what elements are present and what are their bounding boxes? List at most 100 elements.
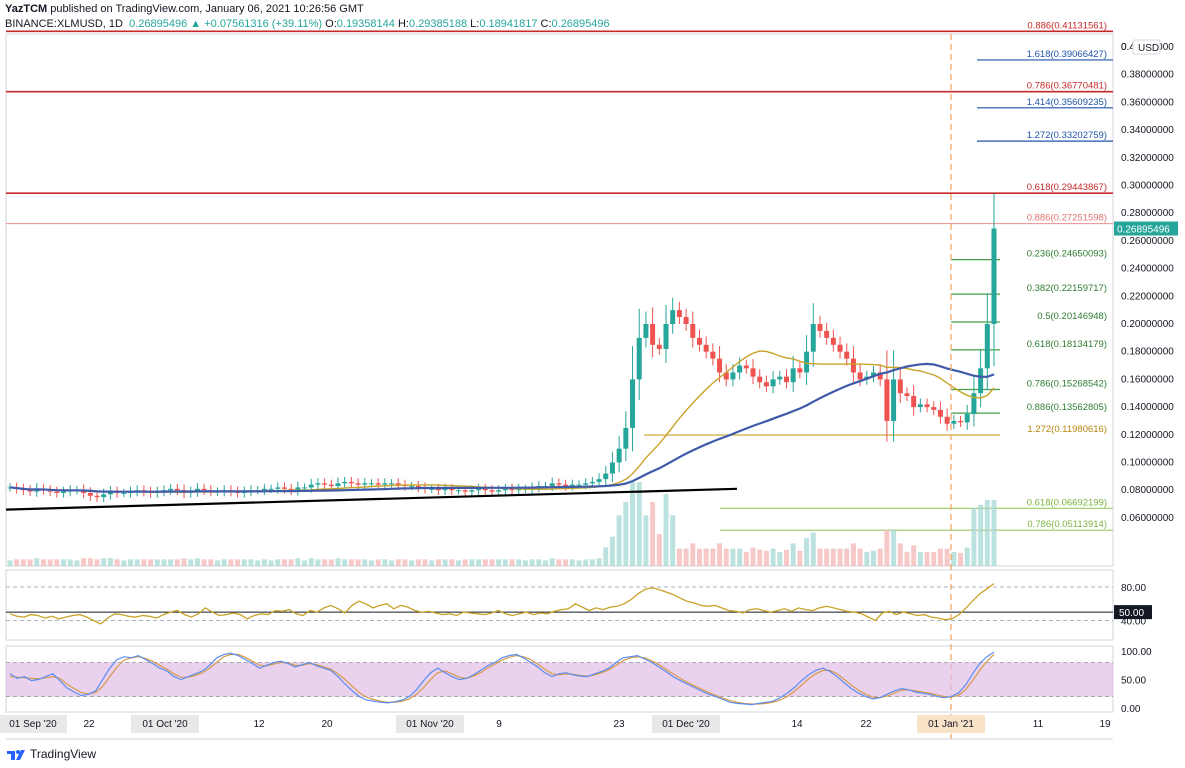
volume-bar [984,500,990,566]
candle-body [449,488,455,491]
candle-body [54,491,60,493]
volume-bar [174,559,180,566]
stoch-tick-label: 100.00 [1121,647,1152,658]
candle-body [395,483,401,485]
x-axis-label-box [652,715,720,733]
stoch-band [6,662,1113,697]
volume-bar [302,560,308,566]
candle-body [964,414,970,423]
volume-bar [636,482,642,566]
candle-body [509,488,515,491]
volume-bar [402,559,408,566]
volume-bar [382,559,388,566]
last-price-badge [1114,221,1178,236]
candle-body [877,372,883,380]
volume-bar [194,558,200,566]
candle-body [924,404,930,408]
volume-bar [522,560,528,566]
candle-body [435,488,441,491]
symbol-label[interactable]: BINANCE:XLMUSD, 1D [5,18,123,30]
volume-bar [589,559,595,566]
volume-bar [804,538,810,566]
volume-bar [797,550,803,566]
fib-label: 0.382(0.22159717) [1027,283,1107,294]
volume-bar [114,559,120,566]
volume-bar [502,559,508,566]
price-tick-label: 0.4 [1121,42,1135,53]
volume-bar [415,559,421,566]
rsi-value-badge [1114,605,1152,620]
volume-bar [991,500,997,566]
candle-body [804,351,810,373]
volume-bar [543,560,549,566]
candle-body [308,484,314,488]
volume-bar [355,559,361,566]
price-tick-label: 0.22000000 [1121,291,1174,302]
candle-body [94,495,100,498]
candle-body [937,409,943,417]
volume-bar [188,559,194,566]
volume-bar [817,548,823,566]
publisher-line: YazTCM published on TradingView.com, Jan… [5,3,364,15]
volume-bar [891,530,897,566]
volume-bar [576,560,582,566]
x-axis-label: 23 [613,719,625,730]
footer-brand[interactable]: TradingView [6,747,96,761]
volume-bar [268,560,274,566]
volume-bar [181,558,187,566]
candle-body [27,490,33,492]
volume-bar [683,548,689,566]
x-axis-label: 14 [791,719,803,730]
volume-bar [482,559,488,566]
candle-body [455,490,461,492]
candle-body [496,490,502,492]
candle-body [897,379,903,394]
candle-body [489,490,495,492]
candle-body [576,484,582,486]
fib-label: 0.886(0.41131561) [1027,20,1107,31]
volume-bar [824,548,830,566]
candle-body [295,487,301,491]
volume-bar [241,559,247,566]
price-tick-label: 0.06000000 [1121,513,1174,524]
volume-bar [730,548,736,566]
candle-body [174,488,180,491]
volume-bar [54,559,60,566]
candle-body [368,483,374,485]
candle-body [382,483,388,485]
candle-body [482,488,488,491]
price-tick-label: 0.26000000 [1121,236,1174,247]
candle-body [302,487,308,489]
candle-body [743,365,749,369]
candle-body [710,351,716,359]
volume-bar [596,558,602,566]
fib-label: 1.618(0.39066427) [1027,49,1107,60]
candle-body [569,484,575,487]
volume-bar [148,559,154,566]
x-axis-label-box [917,715,985,733]
x-axis-label-box [396,715,464,733]
price-tick-label: 0.30000000 [1121,181,1174,192]
candle-body [656,344,662,349]
stoch-tick-label: 50.00 [1121,676,1146,687]
x-axis-label: 01 Oct '20 [142,719,188,730]
volume-bar [676,548,682,566]
volume-bar [215,560,221,566]
volume-bar [409,560,415,566]
volume-bar [663,494,669,566]
volume-bar [643,515,649,566]
candle-body [322,483,328,485]
publisher-name[interactable]: YazTCM [5,3,48,15]
price-change: ▲ +0.07561316 (+39.11%) [190,18,323,30]
price-tick-label: 0.08000000 [1121,485,1174,496]
candle-body [670,310,676,324]
volume-bar [569,559,575,566]
candle-body [362,483,368,485]
volume-bar [107,558,113,566]
trend-line [5,487,738,511]
volume-bar [455,560,461,566]
volume-bar [47,559,53,566]
volume-bar [308,558,314,566]
x-axis-label: 01 Jan '21 [928,719,974,730]
